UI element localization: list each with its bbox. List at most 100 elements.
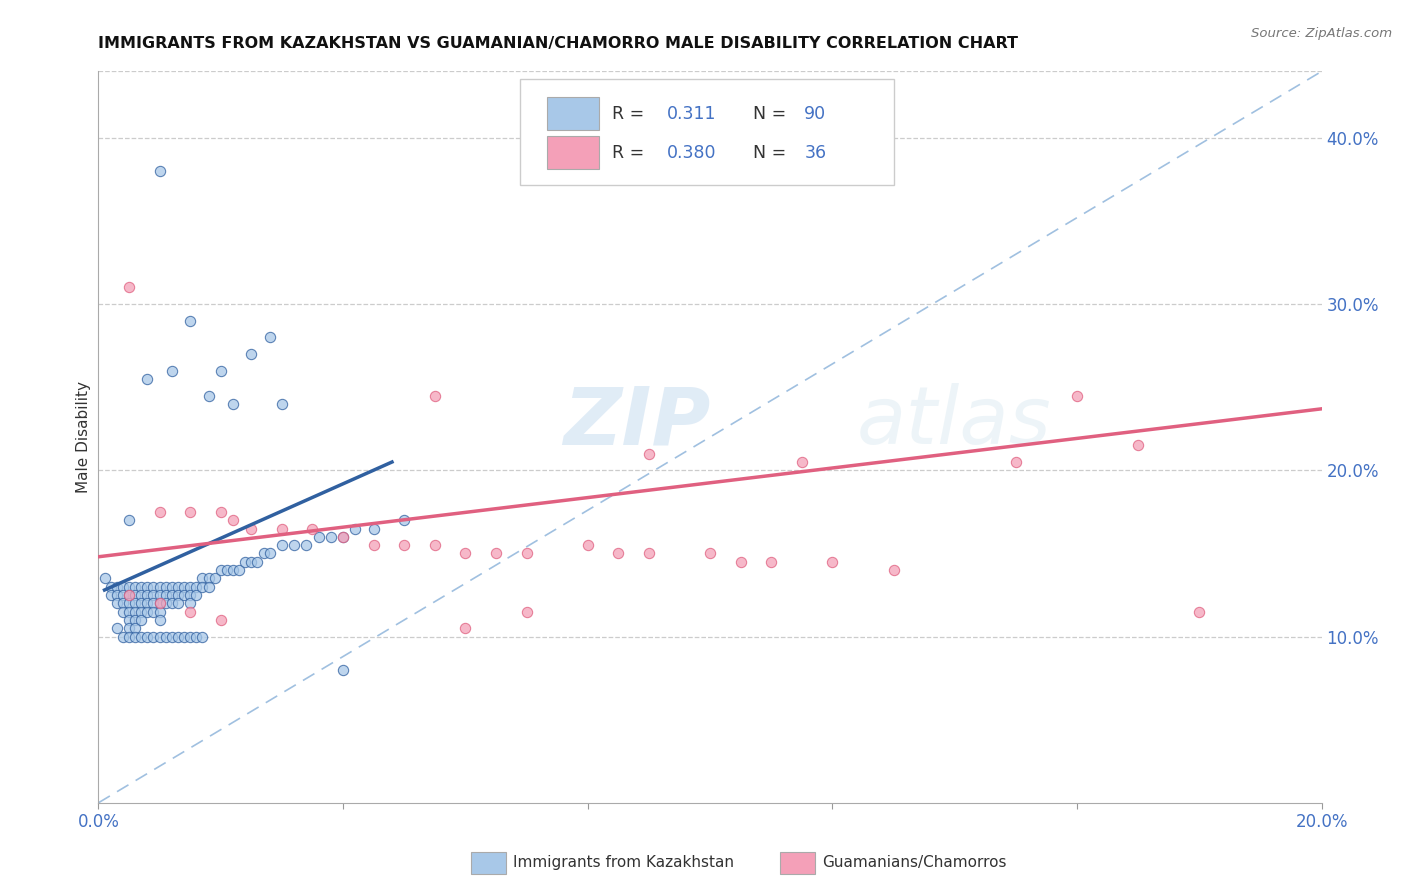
Point — [454, 546, 477, 560]
Point — [454, 621, 477, 635]
Point — [118, 613, 141, 627]
Point — [197, 571, 219, 585]
Point — [149, 596, 172, 610]
Text: R =: R = — [612, 104, 650, 123]
Point — [173, 588, 195, 602]
Point — [124, 596, 146, 610]
Point — [222, 397, 245, 411]
Point — [160, 580, 183, 594]
Point — [191, 630, 214, 644]
Point — [1188, 605, 1211, 619]
Point — [423, 388, 446, 402]
Point — [197, 580, 219, 594]
Point — [136, 630, 159, 644]
Point — [149, 588, 172, 602]
Text: Source: ZipAtlas.com: Source: ZipAtlas.com — [1251, 27, 1392, 40]
Point — [167, 588, 190, 602]
Point — [142, 630, 165, 644]
Point — [295, 538, 318, 552]
Point — [209, 563, 232, 577]
Point — [136, 596, 159, 610]
Point — [485, 546, 508, 560]
Point — [136, 372, 159, 386]
Point — [149, 605, 172, 619]
Point — [124, 613, 146, 627]
Point — [191, 580, 214, 594]
Text: 36: 36 — [804, 144, 827, 161]
Point — [155, 588, 177, 602]
Point — [124, 588, 146, 602]
Point — [118, 596, 141, 610]
Point — [136, 588, 159, 602]
Point — [363, 521, 385, 535]
Point — [228, 563, 250, 577]
Point — [730, 555, 752, 569]
Point — [142, 596, 165, 610]
Point — [392, 513, 416, 527]
Point — [1066, 388, 1088, 402]
Point — [186, 580, 208, 594]
Point — [637, 447, 661, 461]
Point — [240, 555, 263, 569]
Point — [173, 630, 195, 644]
Point — [1128, 438, 1150, 452]
Point — [124, 630, 146, 644]
Point — [111, 588, 134, 602]
Point — [118, 588, 141, 602]
Point — [259, 330, 281, 344]
Point — [240, 347, 263, 361]
Point — [252, 546, 274, 560]
Point — [129, 630, 152, 644]
Y-axis label: Male Disability: Male Disability — [76, 381, 91, 493]
Point — [105, 596, 128, 610]
Point — [173, 580, 195, 594]
Point — [149, 505, 172, 519]
Point — [790, 455, 813, 469]
Point — [155, 580, 177, 594]
Point — [821, 555, 844, 569]
Point — [160, 630, 183, 644]
Point — [155, 630, 177, 644]
Point — [160, 596, 183, 610]
Point — [149, 580, 172, 594]
Point — [308, 530, 330, 544]
Point — [111, 630, 134, 644]
Point — [246, 555, 269, 569]
Point — [179, 505, 201, 519]
Point — [105, 621, 128, 635]
Point — [129, 588, 152, 602]
Point — [209, 505, 232, 519]
Point — [576, 538, 599, 552]
Point — [332, 530, 354, 544]
Point — [179, 588, 201, 602]
Point — [759, 555, 782, 569]
Point — [1004, 455, 1026, 469]
Text: IMMIGRANTS FROM KAZAKHSTAN VS GUAMANIAN/CHAMORRO MALE DISABILITY CORRELATION CHA: IMMIGRANTS FROM KAZAKHSTAN VS GUAMANIAN/… — [98, 36, 1018, 51]
Point — [270, 538, 292, 552]
Point — [149, 596, 172, 610]
Point — [363, 538, 385, 552]
Point — [118, 621, 141, 635]
Point — [332, 530, 354, 544]
Point — [186, 630, 208, 644]
Point — [332, 663, 354, 677]
Point — [270, 521, 292, 535]
Point — [149, 164, 172, 178]
Point — [516, 546, 538, 560]
FancyBboxPatch shape — [547, 136, 599, 169]
Point — [179, 630, 201, 644]
Point — [111, 596, 134, 610]
Point — [883, 563, 905, 577]
Point — [240, 521, 263, 535]
Point — [149, 630, 172, 644]
Point — [142, 580, 165, 594]
Point — [179, 596, 201, 610]
Point — [118, 605, 141, 619]
Text: 0.380: 0.380 — [668, 144, 717, 161]
Point — [699, 546, 721, 560]
Point — [136, 580, 159, 594]
Point — [100, 588, 122, 602]
Point — [191, 571, 214, 585]
Point — [197, 388, 219, 402]
Point — [392, 538, 416, 552]
